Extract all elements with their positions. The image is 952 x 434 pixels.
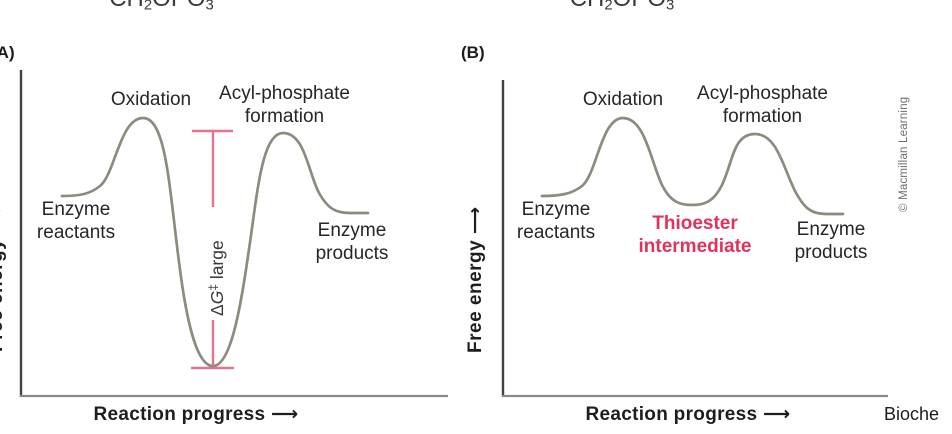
caption-fragment: Bioche (884, 404, 940, 424)
panel-b-label: (B) (461, 43, 485, 62)
oxidation-label-a: Oxidation (110, 89, 192, 110)
acyl-phosphate-label-b: Acyl-phosphate formation (697, 83, 828, 127)
chemical-formula-left: CH2OPO32− (109, 0, 231, 14)
enzyme-reactants-label-b: Enzyme reactants (516, 199, 596, 243)
macmillan-credit: © Macmillan Learning (898, 96, 910, 212)
energy-curve-b (540, 116, 845, 216)
enzyme-products-label-b: Enzyme products (794, 219, 868, 263)
delta-g-large-label: ΔG‡ large (206, 240, 227, 316)
x-axis-label-b: Reaction progress ⟶ (585, 404, 791, 425)
enzyme-products-label-a: Enzyme products (315, 220, 389, 264)
energy-curve-a (60, 116, 370, 368)
y-axis-label-b: Free energy ⟶ (465, 206, 486, 353)
x-axis-label-a: Reaction progress ⟶ (93, 404, 299, 425)
chemical-formula-right: CH2OPO3 (570, 0, 675, 14)
enzyme-reactants-label-a: Enzyme reactants (36, 199, 116, 243)
thioester-intermediate-label: Thioester intermediate (638, 213, 752, 257)
y-axis-label-a: Free energy ⟶ (0, 205, 7, 352)
oxidation-label-b: Oxidation (582, 89, 664, 110)
panel-a-label: (A) (0, 43, 15, 62)
acyl-phosphate-label-a: Acyl-phosphate formation (219, 83, 350, 127)
